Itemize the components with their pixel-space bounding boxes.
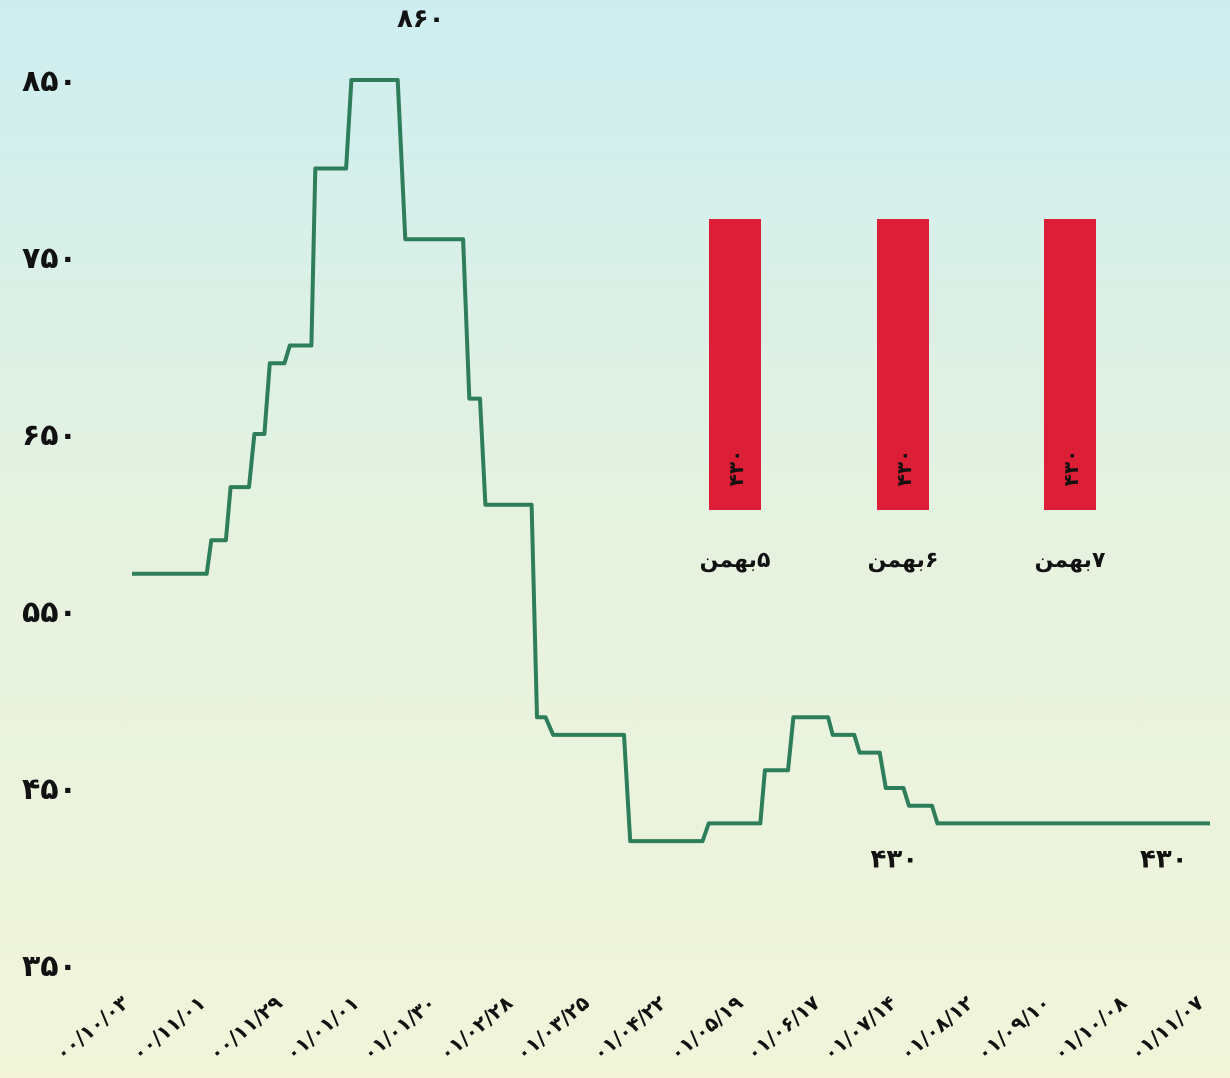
x-tick-label: ۰۱/۰۷/۱۴: [818, 990, 901, 1065]
y-tick-label: ۶۵۰: [22, 418, 77, 453]
x-tick-label: ۰۰/۱۱/۰۱: [127, 990, 210, 1065]
y-tick-label: ۵۵۰: [22, 595, 77, 630]
x-tick-label: ۰۱/۰۸/۱۲: [895, 990, 978, 1065]
x-tick-label: ۰۰/۱۰/۰۳: [50, 990, 133, 1065]
bar-value-label: ۴۳۰: [892, 450, 916, 487]
bar: [877, 219, 929, 510]
y-tick-label: ۸۵۰: [22, 64, 77, 99]
x-tick-label: ۰۱/۰۳/۲۵: [511, 990, 594, 1065]
annotation-label: ۴۳۰: [870, 845, 918, 875]
x-tick-label: ۰۱/۰۱/۰۱: [281, 990, 364, 1065]
x-tick-label: ۰۱/۰۲/۲۸: [434, 990, 517, 1065]
x-tick-label: ۰۱/۰۹/۱۰: [972, 990, 1055, 1065]
x-tick-label: ۰۱/۰۵/۱۹: [665, 990, 748, 1065]
bar-category-label: ۶بهمن: [868, 548, 939, 573]
bar-value-label: ۴۳۰: [724, 450, 748, 487]
bar-category-label: ۷بهمن: [1035, 548, 1106, 573]
bar: [1044, 219, 1096, 510]
y-tick-label: ۷۵۰: [22, 241, 77, 276]
x-tick-label: ۰۱/۰۱/۳۰: [358, 990, 441, 1065]
x-tick-label: ۰۰/۱۱/۲۹: [204, 990, 287, 1065]
annotation-label: ۸۶۰: [397, 4, 445, 34]
x-tick-label: ۰۱/۰۴/۲۲: [588, 990, 671, 1065]
x-tick-label: ۰۱/۰۶/۱۷: [742, 990, 825, 1065]
bar-value-label: ۴۳۰: [1059, 450, 1083, 487]
x-tick-label: ۰۱/۱۰/۰۸: [1049, 990, 1132, 1065]
bar: [709, 219, 761, 510]
y-tick-label: ۳۵۰: [22, 949, 77, 984]
y-tick-label: ۴۵۰: [22, 772, 77, 807]
bar-category-label: ۵بهمن: [700, 548, 771, 573]
price-series-line: [132, 78, 1210, 844]
annotation-label: ۴۳۰: [1140, 845, 1188, 875]
x-tick-label: ۰۱/۱۱/۰۷: [1125, 990, 1208, 1065]
